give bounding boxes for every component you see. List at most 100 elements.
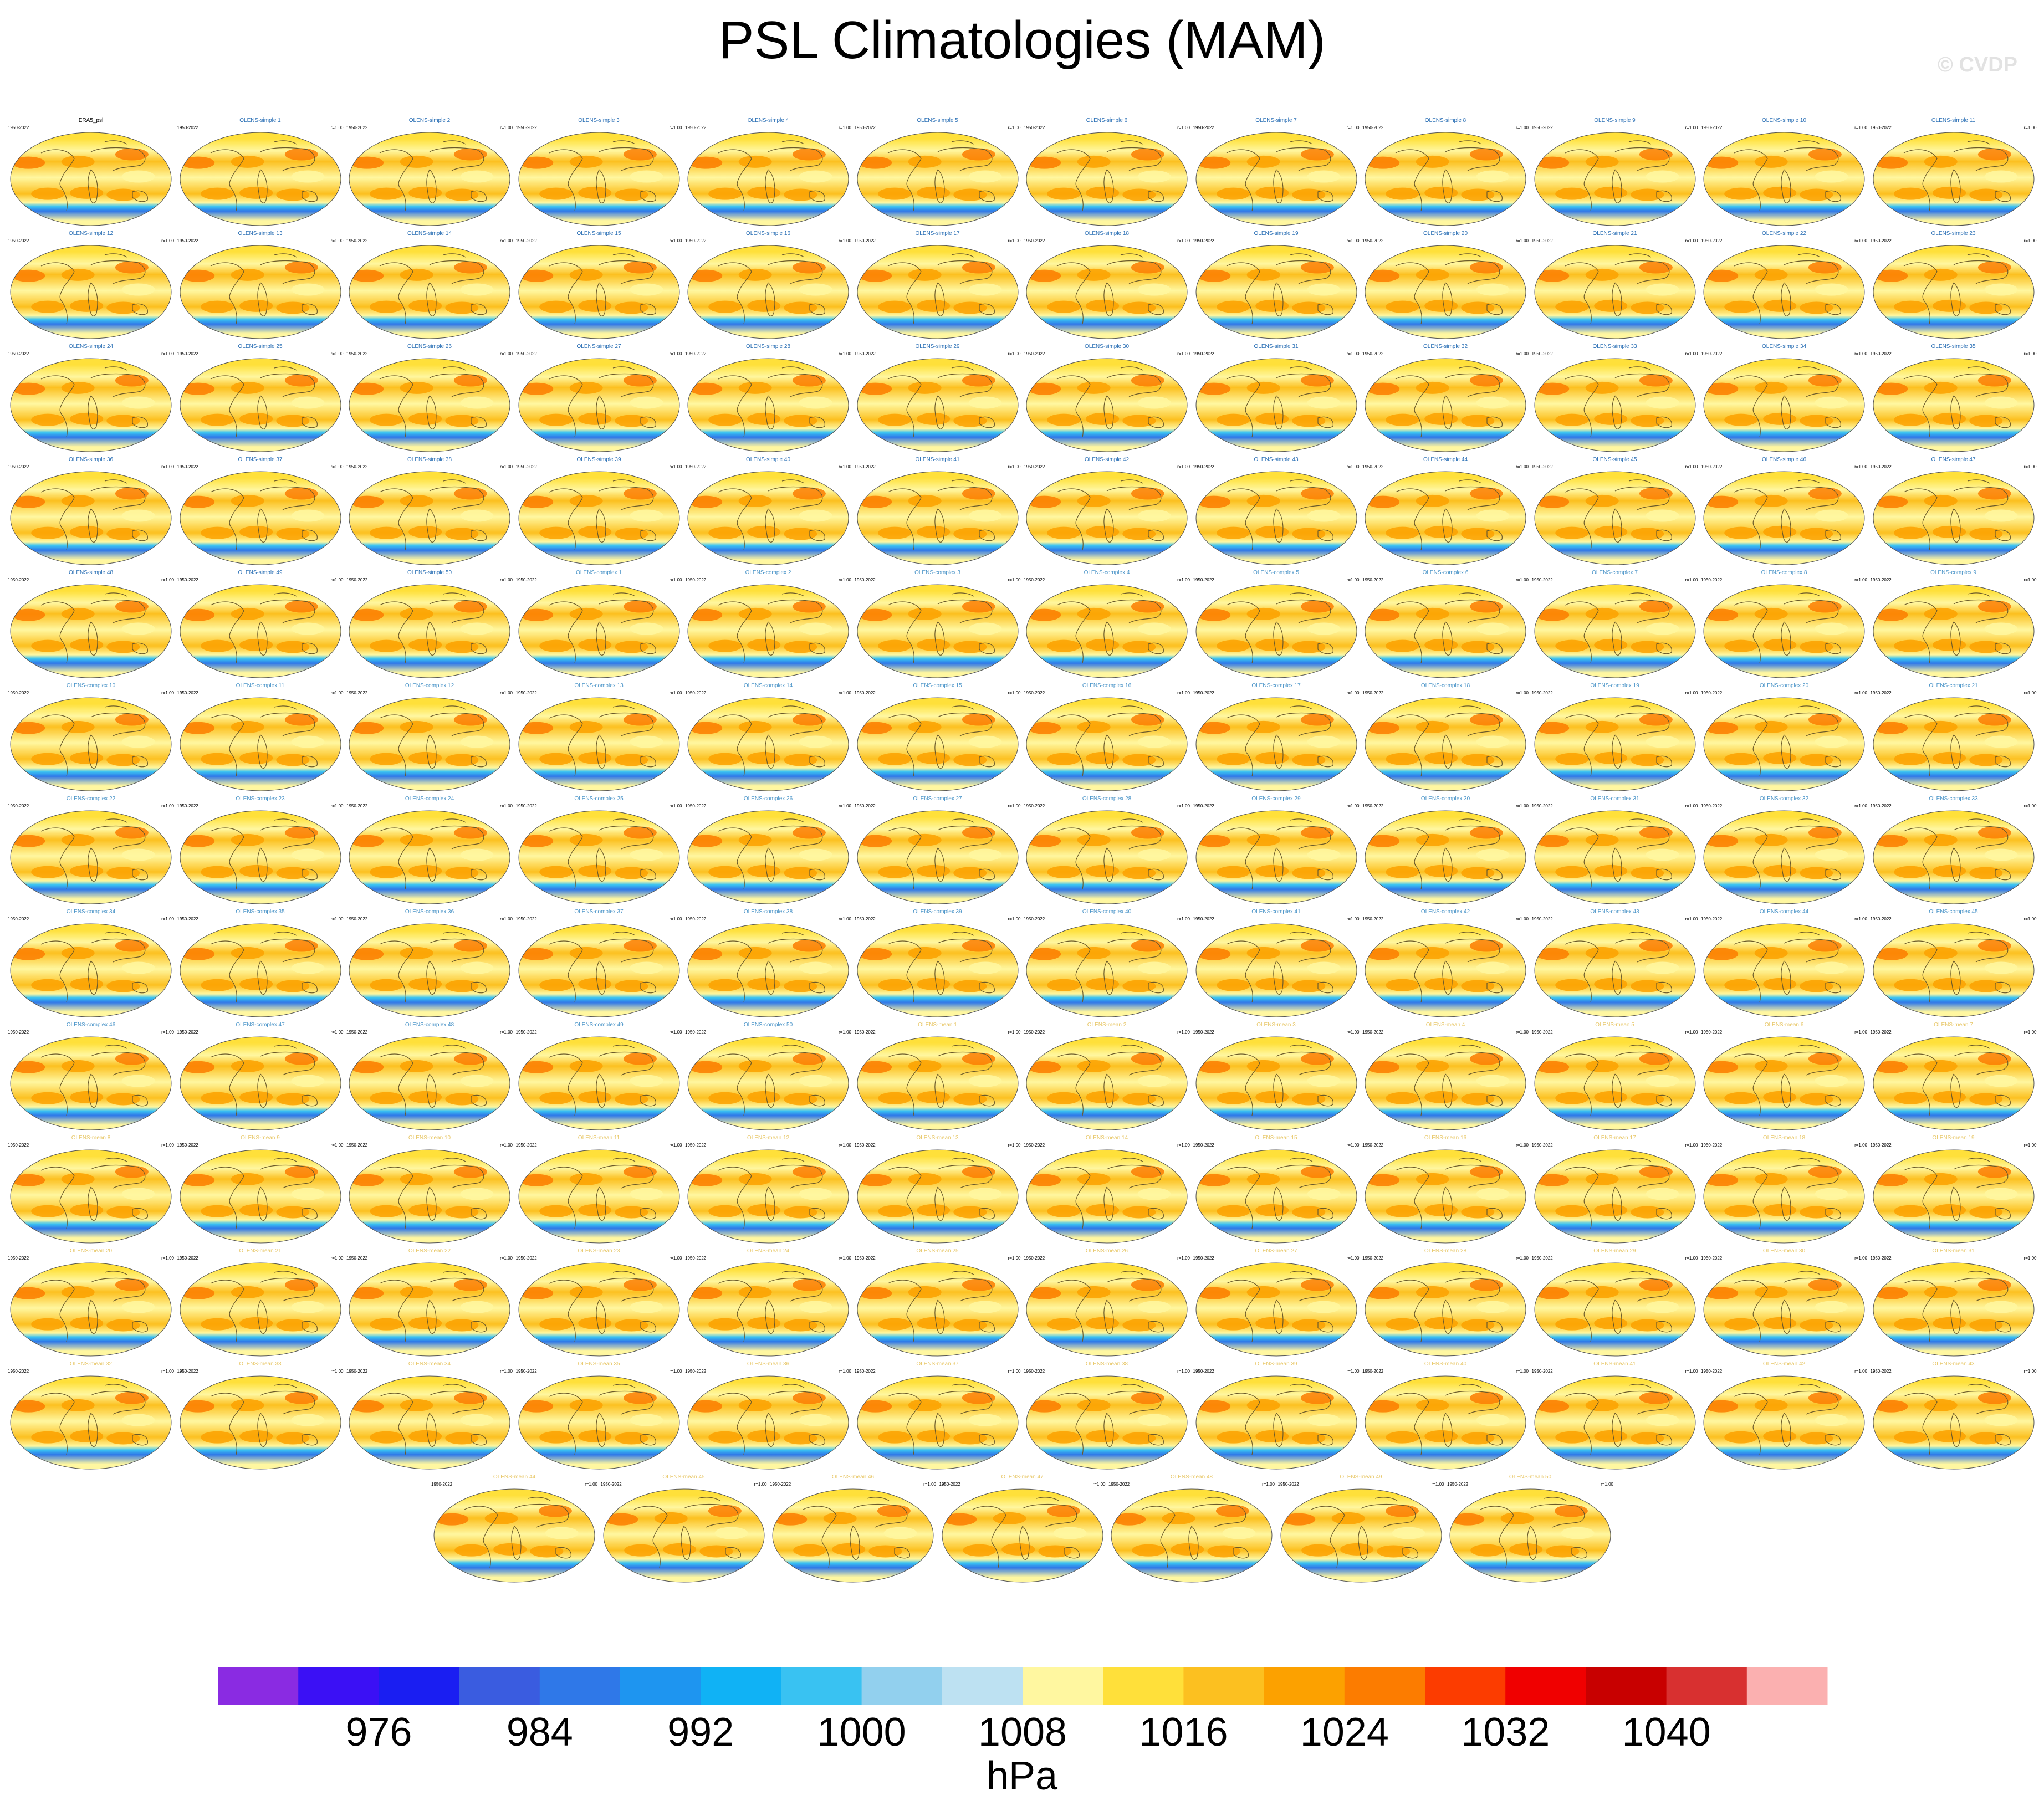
pressure-feature [106,528,140,540]
pressure-feature [578,1204,611,1216]
coastline [1903,714,1938,753]
pressure-feature [231,833,264,846]
panel-pattern-correlation: r=1.00 [1685,1030,1698,1035]
panel-title: OLENS-mean 43 [1932,1361,1975,1367]
coastline [595,1073,606,1108]
pressure-feature [1461,980,1495,992]
robinson-map [1873,697,2034,791]
coastline [40,262,75,301]
panel-title: OLENS-complex 42 [1420,909,1470,915]
pressure-feature [1307,396,1341,409]
coastline [1565,940,1599,979]
coastline [1290,932,1312,936]
panel-title: OLENS-mean 46 [831,1474,875,1480]
coastline [612,1384,635,1388]
pressure-feature [519,269,553,282]
map-outline [518,1262,679,1357]
panel-title: OLENS-mean 42 [1762,1361,1806,1367]
panel-title: OLENS-simple 22 [1761,231,1807,237]
coastline [1276,373,1331,397]
map-panel: OLENS-complex 31 1950-2022 r=1.00 [1532,795,1698,905]
coastline [471,416,487,428]
pressure-feature [578,751,611,764]
pressure-feature [275,754,309,766]
pressure-feature [1246,833,1280,846]
pressure-feature [231,1286,264,1298]
coastline [1056,375,1091,414]
coastline [1445,938,1500,963]
coastline [1120,479,1143,484]
coastline [1120,1271,1143,1275]
coastline [1273,508,1284,543]
colorbar-swatch [701,1667,781,1705]
coastline [907,1430,914,1455]
pressure-feature [1122,1206,1156,1219]
coastline [1784,486,1839,510]
coastline [1611,960,1622,995]
coastline [569,978,576,1003]
pressure-feature [1969,301,2002,314]
pressure-feature [408,186,442,199]
coastline [257,1186,268,1221]
map-panel: OLENS-complex 46 1950-2022 r=1.00 [8,1021,174,1132]
coastline [257,1073,268,1108]
pressure-feature [408,751,442,764]
panel-title: OLENS-mean 12 [747,1135,790,1141]
pressure-feature [1646,170,1679,183]
coastline [60,413,68,438]
panel-pattern-correlation: r=1.00 [161,804,174,809]
map-outline [687,358,849,452]
pressure-feature [784,188,817,201]
pressure-feature [1754,947,1788,959]
pressure-feature [1646,1414,1679,1426]
map-outline [349,923,510,1017]
coastline [1317,416,1333,428]
pressure-feature [1969,641,2002,653]
pressure-feature [370,526,403,539]
map-outline [1365,584,1526,678]
panel-pattern-correlation: r=1.00 [161,577,174,582]
map-panel: OLENS-simple 35 1950-2022 r=1.00 [1871,342,2037,453]
map-panel: OLENS-complex 22 1950-2022 r=1.00 [8,795,174,905]
coastline [1825,416,1841,428]
robinson-map [180,923,341,1017]
robinson-map [349,1149,510,1244]
map-panel: OLENS-complex 43 1950-2022 r=1.00 [1532,908,1698,1019]
pressure-feature [400,268,433,281]
panel-pattern-correlation: r=1.00 [1854,804,1867,809]
pressure-feature [877,639,911,652]
pressure-feature [1924,494,1958,507]
panel-pattern-correlation: r=1.00 [839,125,851,130]
pressure-feature [1724,526,1758,539]
robinson-map [1534,697,1695,791]
coastline [549,827,583,866]
map-outline [1534,358,1695,452]
pressure-feature [1366,156,1400,169]
pressure-feature [1763,1091,1797,1103]
panel-years: 1950-2022 [515,1369,537,1374]
pressure-feature [1754,155,1788,168]
coastline [1226,488,1260,527]
coastline [1903,1280,1938,1318]
pressure-feature [799,735,832,748]
coastline [1585,526,1592,551]
map-panel: OLENS-simple 21 1950-2022 r=1.00 [1532,229,1698,340]
coastline [274,1384,297,1388]
coastline [640,303,656,315]
robinson-map [180,1149,341,1244]
coastline [569,187,576,212]
coastline [1148,981,1164,994]
pressure-feature [12,495,45,508]
pressure-feature [1291,1319,1325,1332]
coastline [1628,140,1651,145]
panel-years: 1950-2022 [515,464,537,469]
map-outline [1026,923,1188,1017]
coastline [1655,1094,1672,1107]
pressure-feature [408,412,442,425]
coastline [768,1051,823,1076]
pressure-feature [747,864,781,877]
map-panel: OLENS-mean 25 1950-2022 r=1.00 [855,1247,1021,1358]
coastline [1994,190,2011,202]
panel-pattern-correlation: r=1.00 [1177,917,1190,922]
pressure-feature [1386,639,1419,652]
